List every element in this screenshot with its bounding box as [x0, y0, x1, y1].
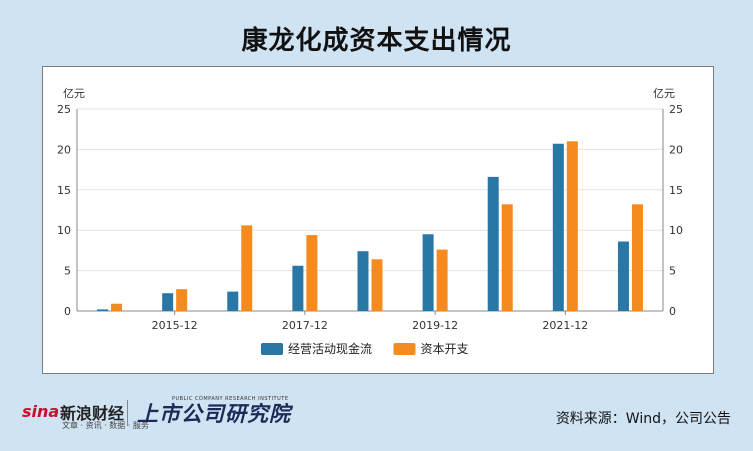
y-unit-left: 亿元	[63, 87, 85, 100]
bar-operating-cash-flow	[292, 265, 304, 311]
sina-logo: sina	[22, 402, 60, 421]
bar-capex	[631, 204, 643, 311]
bar-capex	[241, 225, 253, 311]
bar-operating-cash-flow	[487, 176, 499, 311]
x-tick-label: 2015-12	[152, 319, 198, 332]
x-tick-label: 2021-12	[542, 319, 588, 332]
bar-operating-cash-flow	[357, 251, 369, 311]
y-tick-label-right: 25	[669, 103, 683, 116]
bar-chart: 0 0 5 5 10 10 15 15 20 20 25 25 亿元 亿元 2015-12 2017-12 20…	[57, 87, 683, 356]
y-tick-label-left: 20	[57, 143, 71, 156]
bar-capex	[566, 141, 578, 311]
legend-swatch	[393, 343, 416, 355]
bar-capex	[436, 249, 448, 311]
bar-capex	[371, 259, 383, 311]
research-institute-logo: 上市公司研究院	[137, 402, 291, 426]
bar-capex	[176, 289, 188, 311]
y-tick-label-right: 15	[669, 184, 683, 197]
bar-operating-cash-flow	[617, 241, 629, 311]
bar-operating-cash-flow	[162, 293, 174, 311]
chart-frame: 0 0 5 5 10 10 15 15 20 20 25 25 亿元 亿元 2015-12 2017-12 20…	[42, 66, 714, 374]
y-unit-right: 亿元	[653, 87, 675, 100]
y-tick-label-right: 10	[669, 224, 683, 237]
bar-operating-cash-flow	[552, 143, 564, 311]
y-tick-label-left: 5	[64, 265, 71, 278]
sina-finance-logo-text: 新浪财经	[60, 404, 125, 423]
y-tick-label-left: 25	[57, 103, 71, 116]
research-institute-subtext: PUBLIC COMPANY RESEARCH INSTITUTE	[172, 396, 289, 402]
bar-capex	[306, 235, 318, 311]
chart-title: 康龙化成资本支出情况	[241, 26, 512, 56]
x-tick-label: 2017-12	[282, 319, 328, 332]
bar-operating-cash-flow	[227, 291, 239, 311]
bar-capex	[111, 303, 123, 311]
sina-logo-subtext: 文章 · 资讯 · 数据 · 服务	[62, 421, 149, 430]
x-tick-label: 2019-12	[412, 319, 458, 332]
bar-operating-cash-flow	[97, 309, 109, 311]
bar-operating-cash-flow	[422, 234, 434, 311]
legend-label: 资本开支	[421, 342, 469, 356]
y-tick-label-right: 5	[669, 265, 676, 278]
y-tick-label-left: 15	[57, 184, 71, 197]
legend-label: 经营活动现金流	[288, 341, 372, 356]
y-tick-label-right: 0	[669, 305, 676, 318]
bar-capex	[501, 204, 513, 311]
y-tick-label-left: 10	[57, 224, 71, 237]
y-tick-label-left: 0	[64, 305, 71, 318]
logo-divider	[127, 400, 128, 426]
y-tick-label-right: 20	[669, 143, 683, 156]
data-source-note: 资料来源：Wind，公司公告	[555, 411, 731, 427]
legend-swatch	[261, 343, 283, 355]
